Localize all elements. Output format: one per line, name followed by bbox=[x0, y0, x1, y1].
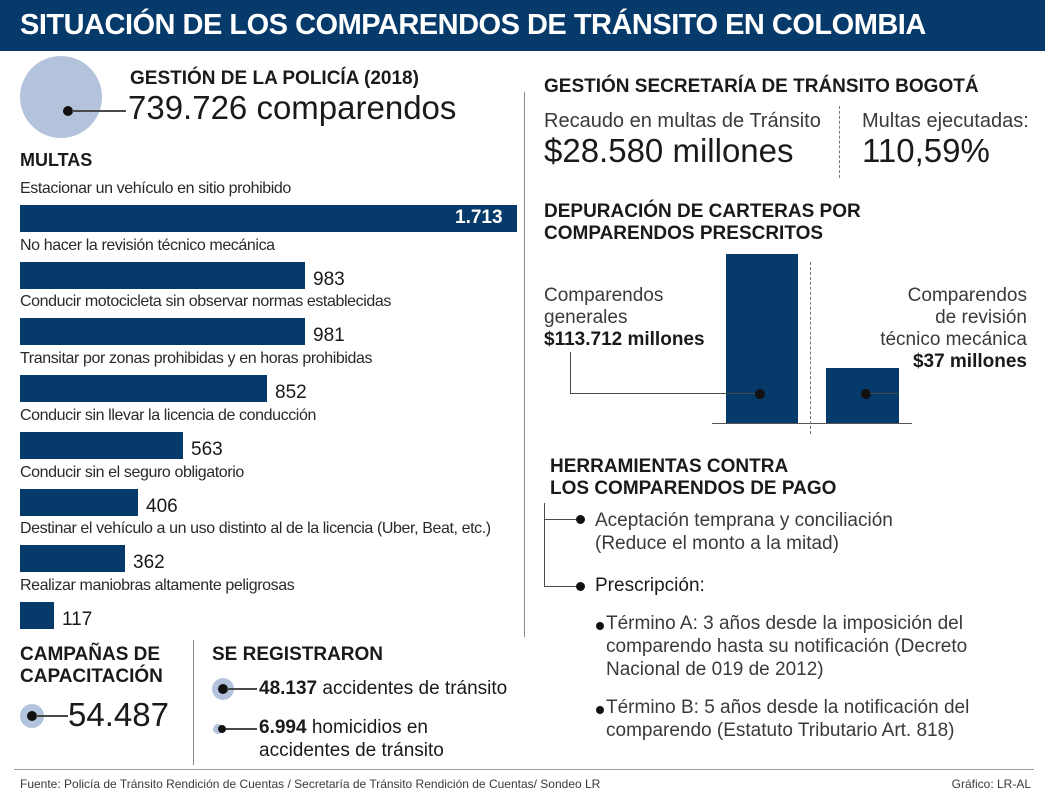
herramientas-item1-line2: (Reduce el monto a la mitad) bbox=[595, 533, 839, 554]
column-divider bbox=[524, 92, 525, 637]
page-title: SITUACIÓN DE LOS COMPARENDOS DE TRÁNSITO… bbox=[20, 9, 926, 41]
depuracion-left-connector-v bbox=[570, 352, 571, 394]
policia-dot-icon bbox=[63, 106, 73, 116]
termino-a-bullet-icon bbox=[596, 622, 604, 630]
depuracion-baseline bbox=[712, 423, 912, 424]
policia-total: 739.726 comparendos bbox=[128, 89, 457, 126]
herramientas-title-line2: LOS COMPARENDOS DE PAGO bbox=[550, 478, 837, 499]
herramientas-bullet2-icon bbox=[576, 582, 585, 591]
bottom-divider bbox=[193, 640, 194, 765]
multas-bar bbox=[20, 488, 138, 516]
multas-category-label: Realizar maniobras altamente peligrosas bbox=[20, 576, 295, 594]
multas-value-label: 852 bbox=[275, 382, 307, 404]
herramientas-tree-line bbox=[544, 503, 545, 587]
footer-source: Fuente: Policía de Tránsito Rendición de… bbox=[20, 777, 601, 791]
depuracion-right-label1: Comparendos bbox=[907, 285, 1027, 306]
multas-bar bbox=[20, 205, 517, 232]
multas-category-label: Estacionar un vehículo en sitio prohibid… bbox=[20, 180, 291, 197]
bogota-dashed-divider bbox=[839, 106, 840, 178]
termino-b-line1: Término B: 5 años desde la notificación … bbox=[606, 697, 970, 718]
termino-a-line2: comparendo hasta su notificación (Decret… bbox=[606, 636, 968, 657]
depuracion-left-label2: generales bbox=[544, 307, 628, 328]
multas-value-label: 981 bbox=[313, 325, 345, 347]
ejecutadas-value: 110,59% bbox=[862, 132, 990, 169]
termino-b-line2: comparendo (Estatuto Tributario Art. 818… bbox=[606, 720, 955, 741]
multas-bar bbox=[20, 545, 125, 573]
policia-connector-line bbox=[72, 110, 126, 112]
registraron-line1 bbox=[227, 688, 257, 690]
header-bar bbox=[0, 0, 1045, 51]
accidentes-stat: 48.137 accidentes de tránsito bbox=[259, 678, 507, 700]
depuracion-title-line2: COMPARENDOS PRESCRITOS bbox=[544, 223, 824, 244]
herramientas-bullet1-icon bbox=[576, 515, 585, 524]
depuracion-left-connector-h bbox=[570, 393, 758, 394]
multas-category-label: Destinar el vehículo a un uso distinto a… bbox=[20, 520, 491, 538]
multas-category-label: Conducir sin el seguro obligatorio bbox=[20, 463, 244, 481]
campanas-title-line1: CAMPAÑAS DE bbox=[20, 644, 161, 665]
termino-a-line3: Nacional de 019 de 2012) bbox=[606, 659, 824, 680]
multas-value-label: 362 bbox=[133, 552, 165, 574]
recaudo-value: $28.580 millones bbox=[544, 132, 794, 169]
homicidios-label: homicidios en bbox=[306, 717, 428, 738]
bogota-title: GESTIÓN SECRETARÍA DE TRÁNSITO BOGOTÁ bbox=[544, 76, 979, 97]
campanas-title-line2: CAPACITACIÓN bbox=[20, 666, 163, 687]
multas-bar bbox=[20, 261, 305, 289]
homicidios-value: 6.994 bbox=[259, 717, 307, 738]
depuracion-right-connector bbox=[870, 393, 898, 394]
multas-value-label: 563 bbox=[191, 438, 223, 460]
homicidios-label-line2: accidentes de tránsito bbox=[259, 740, 444, 761]
depuracion-left-dot-icon bbox=[755, 389, 765, 399]
accidentes-label: accidentes de tránsito bbox=[317, 678, 508, 699]
policia-title: GESTIÓN DE LA POLICÍA (2018) bbox=[130, 68, 419, 89]
campanas-value: 54.487 bbox=[68, 696, 169, 733]
registraron-dot1-icon bbox=[218, 684, 228, 694]
multas-bar bbox=[20, 375, 267, 403]
ejecutadas-label: Multas ejecutadas: bbox=[862, 110, 1029, 132]
depuracion-right-label3: técnico mecánica bbox=[880, 329, 1027, 350]
campanas-connector-line bbox=[36, 715, 68, 717]
termino-a-line1: Término A: 3 años desde la imposición de… bbox=[606, 613, 963, 634]
footer-rule bbox=[14, 769, 1034, 770]
depuracion-dashed-divider bbox=[810, 262, 811, 434]
multas-value-label: 406 bbox=[146, 495, 178, 517]
depuracion-left-label1: Comparendos bbox=[544, 285, 664, 306]
footer-credit: Gráfico: LR-AL bbox=[951, 777, 1031, 791]
herramientas-branch1 bbox=[544, 519, 576, 520]
depuracion-right-label2: de revisión bbox=[935, 307, 1027, 328]
recaudo-label: Recaudo en multas de Tránsito bbox=[544, 110, 821, 132]
homicidios-stat: 6.994 homicidios en bbox=[259, 717, 428, 739]
depuracion-right-dot-icon bbox=[861, 389, 871, 399]
herramientas-item1-line1: Aceptación temprana y conciliación bbox=[595, 510, 893, 531]
multas-category-label: Conducir motocicleta sin observar normas… bbox=[20, 293, 391, 311]
depuracion-right-value: $37 millones bbox=[912, 351, 1027, 372]
multas-value-label: 117 bbox=[62, 608, 93, 630]
multas-value-label: 1.713 bbox=[455, 207, 503, 228]
herramientas-branch2 bbox=[544, 586, 576, 587]
policia-circle-icon bbox=[20, 56, 102, 138]
depuracion-title-line1: DEPURACIÓN DE CARTERAS POR bbox=[544, 201, 861, 222]
multas-category-label: No hacer la revisión técnico mecánica bbox=[20, 236, 275, 254]
herramientas-item2: Prescripción: bbox=[595, 575, 705, 596]
registraron-title: SE REGISTRARON bbox=[212, 644, 384, 665]
multas-category-label: Conducir sin llevar la licencia de condu… bbox=[20, 406, 316, 424]
registraron-dot2-icon bbox=[218, 725, 226, 733]
registraron-line2 bbox=[226, 728, 257, 730]
multas-bar bbox=[20, 601, 54, 629]
multas-bar bbox=[20, 318, 305, 346]
herramientas-title-line1: HERRAMIENTAS CONTRA bbox=[550, 456, 789, 477]
campanas-dot-icon bbox=[27, 711, 37, 721]
accidentes-value: 48.137 bbox=[259, 678, 318, 699]
multas-title: MULTAS bbox=[20, 150, 93, 170]
multas-bar bbox=[20, 431, 183, 459]
depuracion-left-value: $113.712 millones bbox=[544, 329, 705, 350]
multas-value-label: 983 bbox=[313, 268, 345, 290]
termino-b-bullet-icon bbox=[596, 706, 604, 714]
multas-category-label: Transitar por zonas prohibidas y en hora… bbox=[20, 350, 373, 368]
